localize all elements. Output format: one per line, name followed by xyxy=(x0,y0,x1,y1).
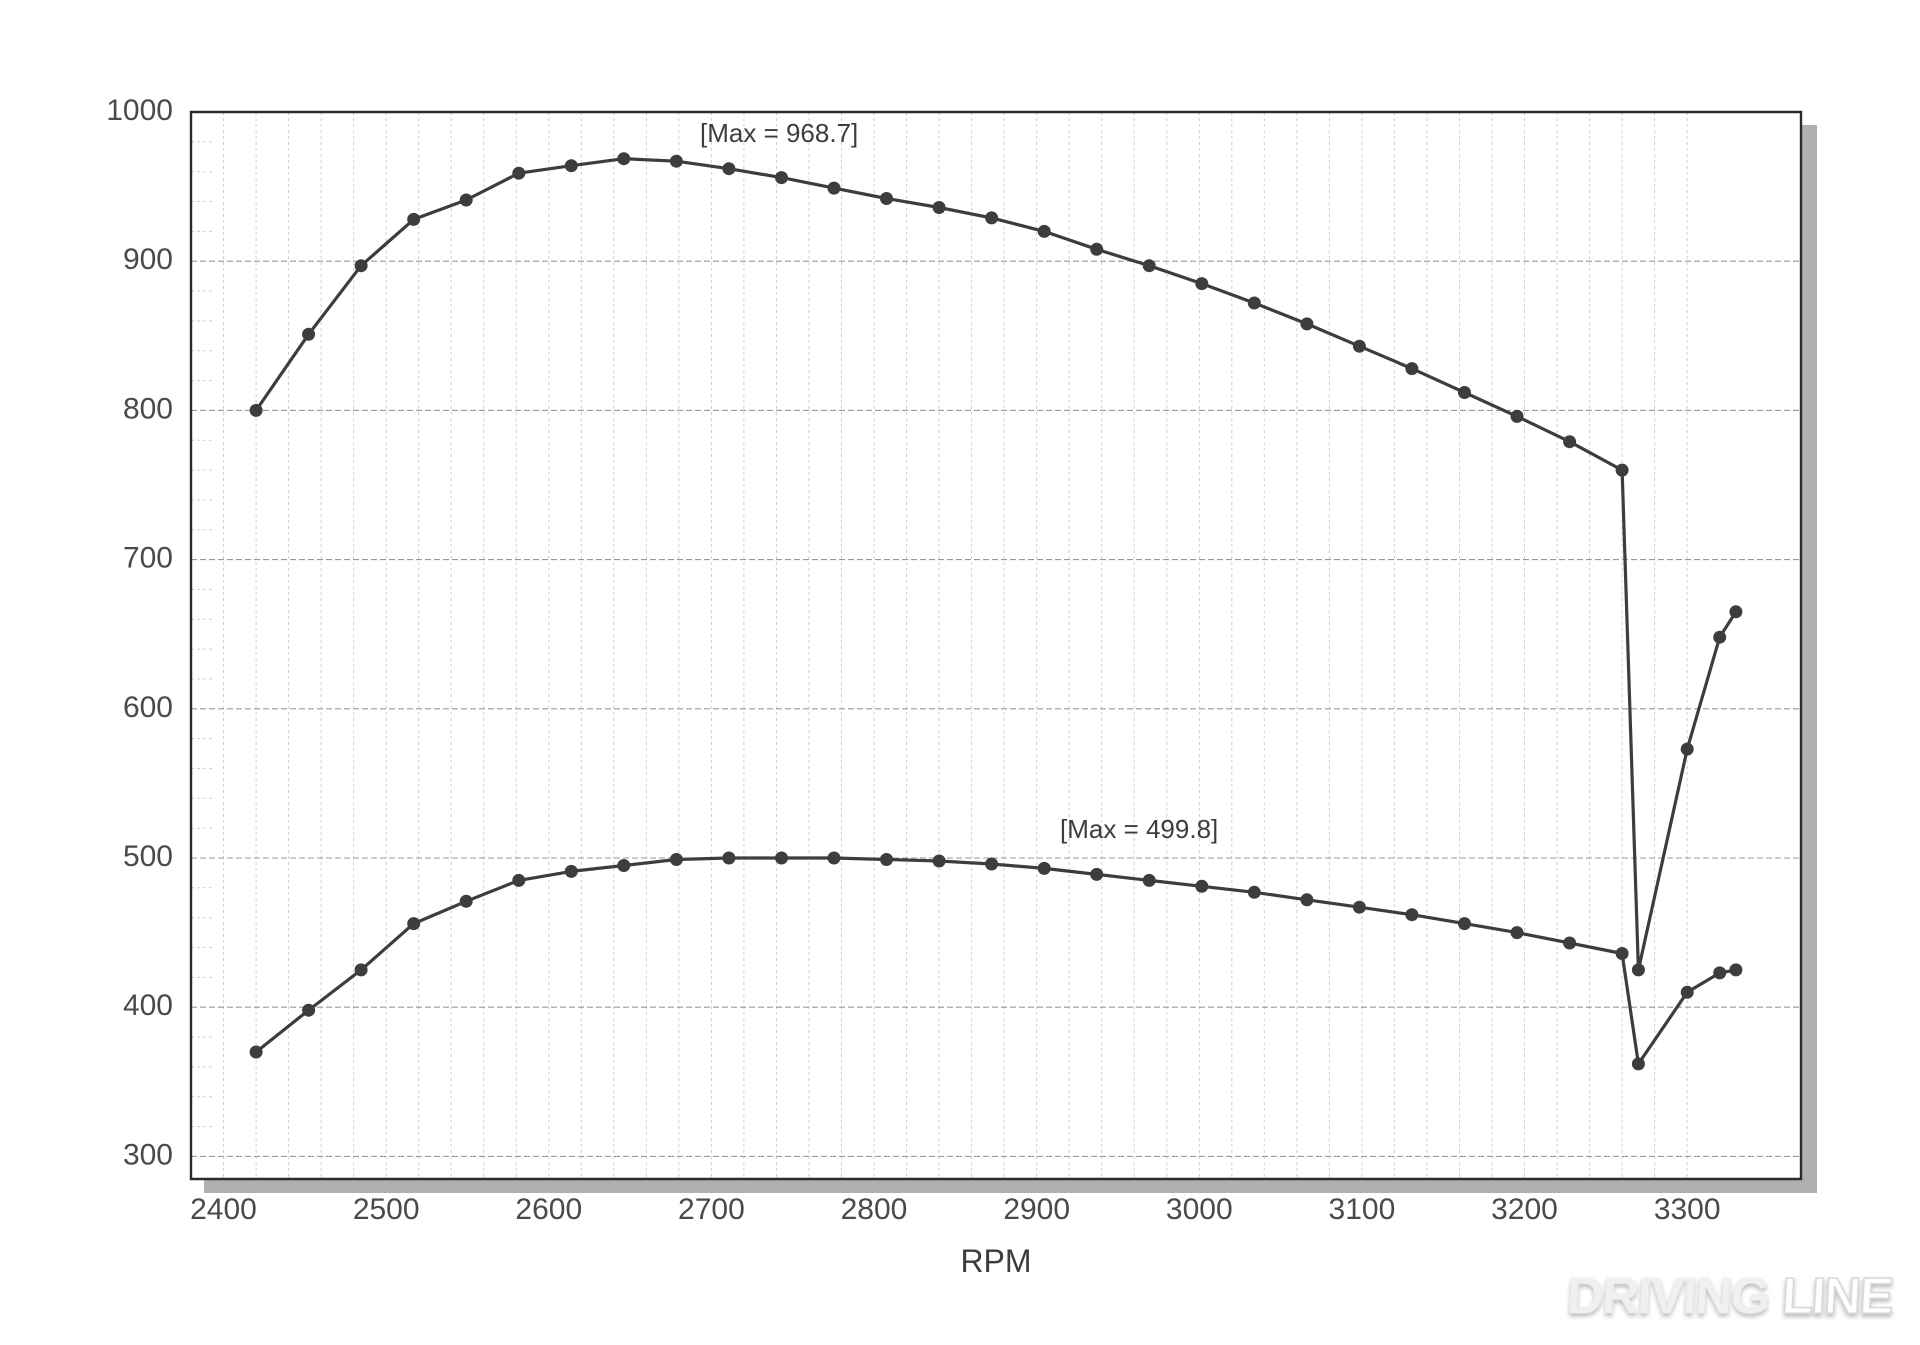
svg-text:DRIVING: DRIVING xyxy=(1566,1267,1771,1324)
svg-text:LINE: LINE xyxy=(1781,1267,1895,1324)
